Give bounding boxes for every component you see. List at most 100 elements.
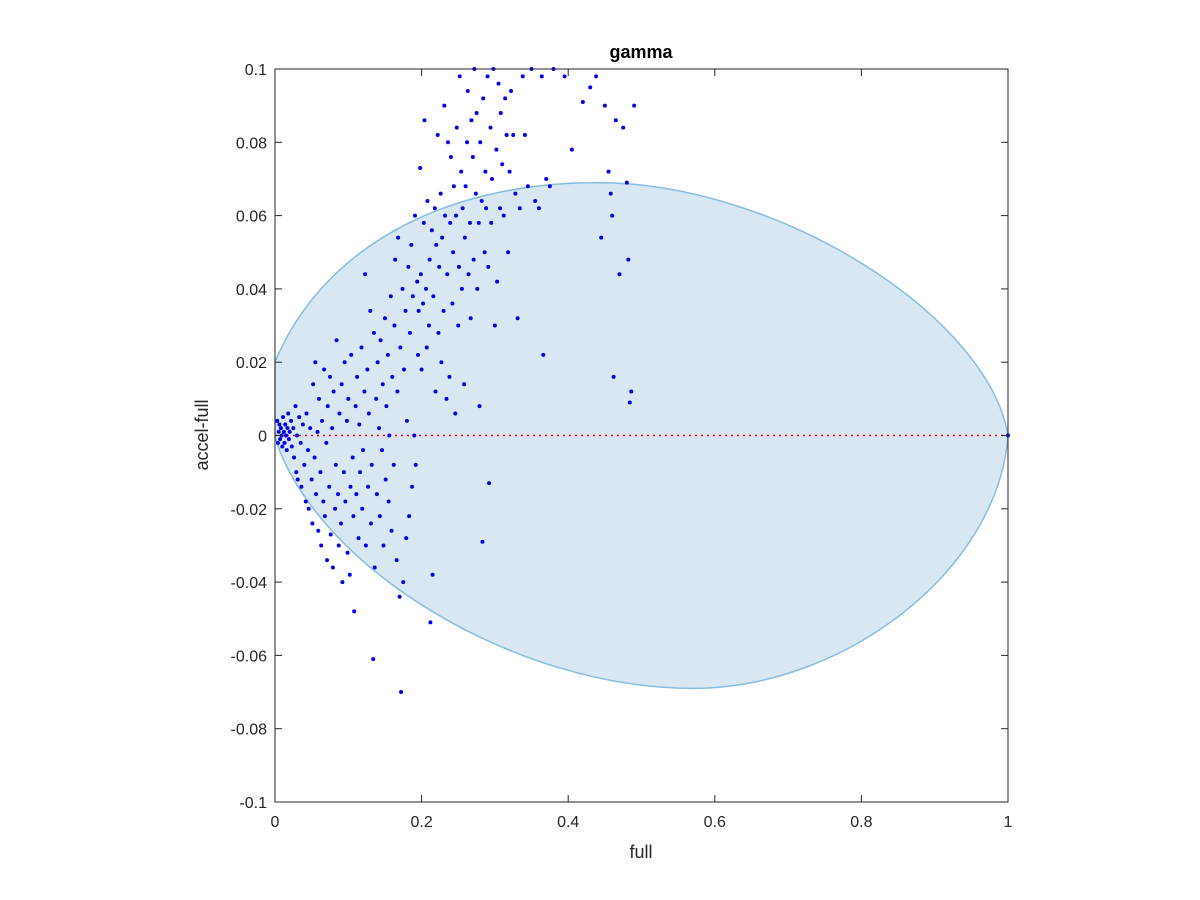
scatter-point (419, 367, 424, 372)
scatter-point (358, 470, 363, 475)
scatter-point (285, 426, 290, 431)
scatter-point (291, 426, 296, 431)
scatter-point (322, 514, 327, 519)
scatter-point (377, 514, 382, 519)
scatter-point (281, 415, 286, 420)
scatter-point (465, 88, 470, 93)
scatter-point (340, 580, 345, 585)
scatter-point (466, 272, 471, 277)
scatter-point (327, 484, 332, 489)
scatter-point (481, 96, 486, 101)
scatter-point (473, 191, 478, 196)
scatter-point (380, 448, 385, 453)
scatter-point (375, 360, 380, 365)
scatter-point (606, 169, 611, 174)
scatter-point (509, 88, 514, 93)
scatter-point (312, 455, 317, 460)
scatter-point (463, 184, 468, 189)
scatter-point (322, 367, 327, 372)
scatter-point (404, 418, 409, 423)
scatter-point (311, 382, 316, 387)
scatter-point (283, 422, 288, 427)
scatter-point (360, 506, 365, 511)
y-axis-label: accel-full (192, 399, 212, 470)
scatter-point (316, 528, 321, 533)
chart-title: gamma (609, 42, 673, 62)
scatter-point (372, 565, 377, 570)
scatter-point (483, 169, 488, 174)
scatter-point (489, 220, 494, 225)
scatter-point (343, 499, 348, 504)
scatter-point (496, 81, 501, 86)
scatter-point (445, 140, 450, 145)
scatter-point (280, 444, 285, 449)
scatter-point (328, 532, 333, 537)
scatter-point (588, 85, 593, 90)
scatter-point (407, 330, 412, 335)
scatter-point (599, 235, 604, 240)
scatter-point (363, 272, 368, 277)
scatter-point (451, 250, 456, 255)
scatter-point (346, 396, 351, 401)
scatter-point (325, 558, 330, 563)
scatter-point (547, 184, 552, 189)
scatter-point (325, 404, 330, 409)
scatter-point (357, 422, 362, 427)
scatter-point (377, 426, 382, 431)
scatter-point (407, 514, 412, 519)
scatter-point (539, 74, 544, 79)
scatter-point (383, 477, 388, 482)
scatter-point (347, 572, 352, 577)
scatter-point (399, 690, 404, 695)
scatter-point (525, 184, 530, 189)
scatter-point (410, 294, 415, 299)
scatter-point (283, 433, 288, 438)
scatter-point (314, 492, 319, 497)
y-tick-label: -0.02 (231, 502, 268, 519)
scatter-point (498, 110, 503, 115)
y-tick-label: -0.1 (239, 795, 267, 812)
scatter-point (413, 462, 418, 467)
scatter-point (507, 169, 512, 174)
scatter-point (511, 132, 516, 137)
scatter-point (277, 422, 282, 427)
scatter-point (436, 330, 441, 335)
scatter-point (480, 539, 485, 544)
scatter-point (315, 429, 320, 434)
scatter-point (403, 308, 408, 313)
x-tick-label: 1 (1004, 814, 1013, 831)
scatter-point (448, 154, 453, 159)
scatter-point (450, 301, 455, 306)
scatter-point (439, 360, 444, 365)
scatter-point (482, 250, 487, 255)
scatter-point (413, 213, 418, 218)
scatter-point (359, 345, 364, 350)
scatter-point (319, 543, 324, 548)
scatter-point (406, 264, 411, 269)
scatter-point (391, 462, 396, 467)
scatter-point (454, 213, 459, 218)
scatter-point (495, 279, 500, 284)
scatter-point (393, 257, 398, 262)
scatter-point (295, 477, 300, 482)
scatter-point (362, 389, 367, 394)
scatter-point (441, 308, 446, 313)
x-tick-label: 0.4 (557, 814, 579, 831)
scatter-point (479, 198, 484, 203)
scatter-point (515, 316, 520, 321)
scatter-point (456, 323, 461, 328)
scatter-point (608, 191, 613, 196)
scatter-point (632, 103, 637, 108)
scatter-point (275, 418, 280, 423)
y-tick-label: -0.04 (231, 575, 268, 592)
scatter-point (409, 242, 414, 247)
scatter-point (275, 440, 280, 445)
scatter-point (476, 220, 481, 225)
scatter-point (308, 426, 313, 431)
scatter-point (492, 323, 497, 328)
scatter-point (351, 514, 356, 519)
scatter-points (275, 67, 1010, 695)
scatter-point (331, 389, 336, 394)
scatter-point (363, 543, 368, 548)
